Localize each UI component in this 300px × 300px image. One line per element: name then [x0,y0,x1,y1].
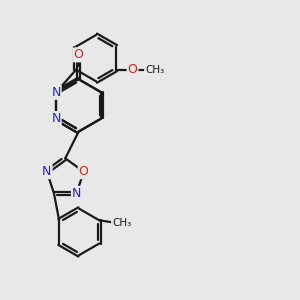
Text: N: N [42,165,52,178]
Text: O: O [74,48,84,62]
Text: N: N [51,112,61,125]
Text: CH₃: CH₃ [145,65,164,75]
Text: O: O [79,165,88,178]
Text: N: N [72,187,81,200]
Text: O: O [128,63,137,76]
Text: N: N [51,86,61,99]
Text: CH₃: CH₃ [112,218,131,228]
